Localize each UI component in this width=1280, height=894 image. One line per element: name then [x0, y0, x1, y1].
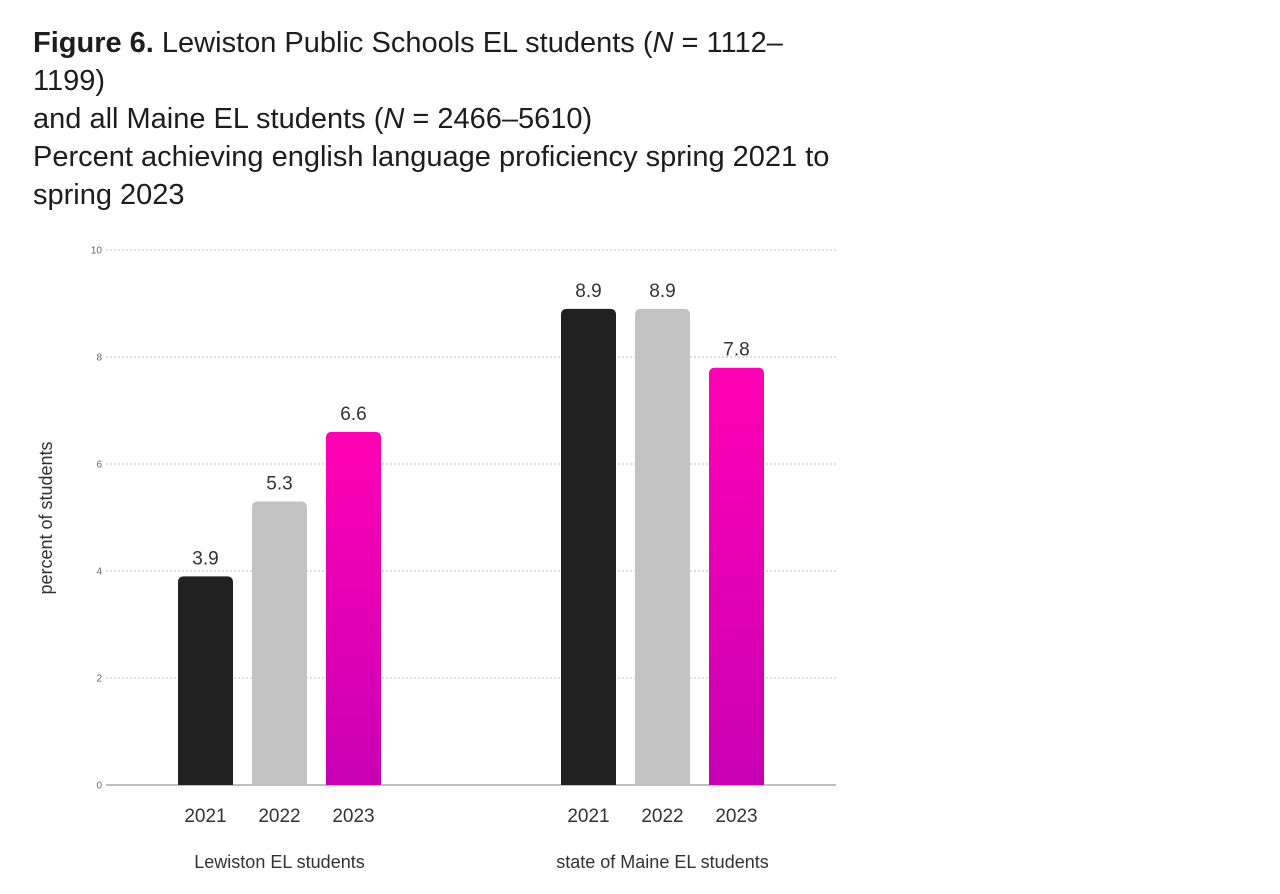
y-tick-label: 8	[96, 353, 102, 364]
y-tick-label: 4	[96, 567, 102, 578]
data-label: 3.9	[192, 548, 218, 569]
bar-lewiston-2021	[178, 576, 233, 785]
y-tick-label: 0	[96, 781, 102, 792]
labels: 3.9 2021 5.3 2022 6.6 2023 Lewiston EL student…	[184, 281, 768, 872]
y-tick-label: 2	[96, 674, 102, 685]
bar-maine-2021	[561, 308, 616, 785]
data-label: 8.9	[649, 281, 675, 302]
group-label: state of Maine EL students	[556, 852, 768, 872]
data-label: 5.3	[266, 473, 292, 494]
x-tick-label: 2022	[641, 806, 683, 827]
data-label: 7.8	[723, 340, 749, 361]
data-label: 6.6	[340, 404, 366, 425]
bar-lewiston-2022	[252, 501, 307, 785]
y-axis-label: percent of students	[36, 441, 56, 594]
y-tick-label: 10	[91, 246, 103, 257]
x-tick-label: 2023	[715, 806, 757, 827]
data-label: 8.9	[575, 281, 601, 302]
group-label: Lewiston EL students	[194, 852, 364, 872]
bars	[178, 308, 764, 785]
title-line-2: and all Maine EL students (N = 2466–5610…	[33, 100, 853, 138]
x-tick-label: 2021	[567, 806, 609, 827]
title-n-symbol: N	[652, 27, 674, 59]
x-tick-label: 2023	[332, 806, 374, 827]
title-n-symbol-2: N	[383, 103, 405, 135]
title-line2-range: = 2466–5610)	[404, 103, 593, 135]
x-tick-label: 2022	[258, 806, 300, 827]
title-line2-text: and all Maine EL students (	[33, 103, 384, 135]
y-tick-label: 6	[96, 460, 102, 471]
x-tick-label: 2021	[184, 806, 226, 827]
figure-label: Figure 6.	[33, 27, 154, 59]
title-line1-range: = 1112–1199)	[33, 27, 783, 97]
title-line1-text: Lewiston Public Schools EL students (	[161, 27, 653, 59]
bar-lewiston-2023	[326, 431, 381, 785]
bar-maine-2023	[709, 367, 764, 785]
title-line-1: Figure 6. Lewiston Public Schools EL stu…	[33, 24, 853, 100]
chart-subtitle: Percent achieving english language profi…	[33, 141, 830, 211]
chart-title: Figure 6. Lewiston Public Schools EL stu…	[33, 24, 853, 214]
bar-maine-2022	[635, 308, 690, 785]
